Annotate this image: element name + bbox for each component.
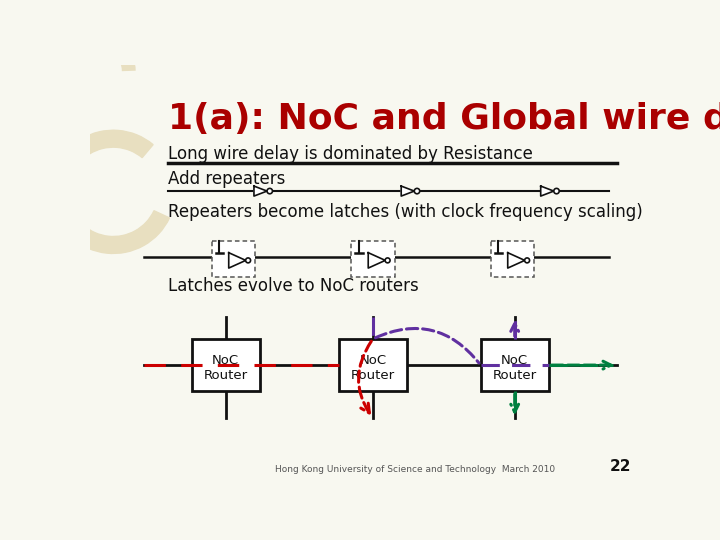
Circle shape: [554, 188, 559, 194]
Polygon shape: [541, 186, 554, 196]
Text: NoC
Router: NoC Router: [204, 354, 248, 382]
Circle shape: [414, 188, 420, 194]
Text: Latches evolve to NoC routers: Latches evolve to NoC routers: [168, 276, 418, 294]
Text: NoC
Router: NoC Router: [492, 354, 537, 382]
Text: Long wire delay is dominated by Resistance: Long wire delay is dominated by Resistan…: [168, 145, 532, 163]
Wedge shape: [51, 130, 169, 253]
Bar: [490, 241, 534, 276]
Polygon shape: [229, 253, 246, 268]
Bar: [212, 241, 255, 276]
Bar: [192, 339, 260, 392]
Circle shape: [385, 258, 390, 263]
Circle shape: [267, 188, 272, 194]
Text: Hong Kong University of Science and Technology  March 2010: Hong Kong University of Science and Tech…: [276, 465, 556, 475]
Text: Add repeaters: Add repeaters: [168, 170, 285, 188]
Text: 22: 22: [610, 460, 631, 475]
Bar: [481, 339, 549, 392]
Circle shape: [246, 258, 251, 263]
Polygon shape: [508, 253, 525, 268]
Text: 1(a): NoC and Global wire delay: 1(a): NoC and Global wire delay: [168, 102, 720, 136]
Bar: [351, 241, 395, 276]
Bar: [339, 339, 407, 392]
Circle shape: [525, 258, 530, 263]
FancyArrowPatch shape: [359, 341, 372, 413]
Polygon shape: [368, 253, 385, 268]
Polygon shape: [254, 186, 267, 196]
FancyArrowPatch shape: [375, 328, 479, 363]
Text: Repeaters become latches (with clock frequency scaling): Repeaters become latches (with clock fre…: [168, 204, 642, 221]
Text: NoC
Router: NoC Router: [351, 354, 395, 382]
Polygon shape: [401, 186, 414, 196]
